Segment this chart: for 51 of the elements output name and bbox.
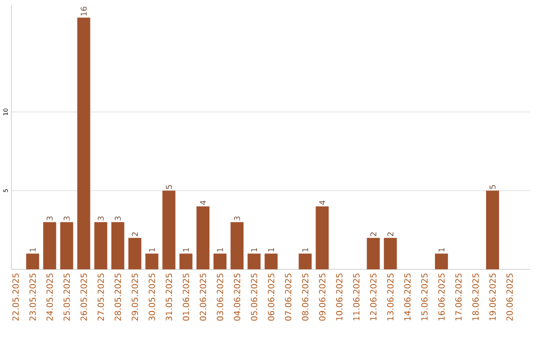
x-tick-label: 24.05.2025 <box>46 274 53 321</box>
bar <box>162 190 176 270</box>
x-tick-label: 07.06.2025 <box>284 274 292 321</box>
x-tick-label: 02.06.2025 <box>200 274 206 321</box>
bar <box>366 238 380 270</box>
bar <box>111 222 124 270</box>
x-tick-label: 18.06.2025 <box>472 274 479 320</box>
x-tick-label: 15.06.2025 <box>421 274 428 320</box>
x-tick-label: 25.05.2025 <box>64 274 70 321</box>
bar <box>264 254 278 270</box>
x-tick-label: 22.05.2025 <box>12 274 19 321</box>
bar <box>230 222 244 270</box>
bar <box>434 254 448 270</box>
x-tick-label: 05.06.2025 <box>250 274 258 321</box>
bar <box>26 254 40 270</box>
bar <box>384 238 397 270</box>
x-tick-label: 03.06.2025 <box>216 274 224 321</box>
bar <box>60 222 74 270</box>
bar <box>179 254 192 270</box>
bar <box>196 206 210 270</box>
bar <box>43 222 56 270</box>
x-tick-label: 13.06.2025 <box>387 274 394 320</box>
bar <box>298 254 312 270</box>
x-tick-label: 29.05.2025 <box>132 274 138 321</box>
bar <box>486 190 500 270</box>
x-tick-label: 31.05.2025 <box>166 274 172 320</box>
x-tick-label: 01.06.2025 <box>182 274 190 321</box>
x-tick-label: 28.05.2025 <box>114 274 121 321</box>
bar <box>94 222 108 270</box>
bar <box>77 18 90 270</box>
x-tick-label: 27.05.2025 <box>98 274 104 321</box>
x-tick-label: 30.05.2025 <box>148 274 156 320</box>
x-tick-label: 17.06.2025 <box>455 274 462 320</box>
bar <box>145 254 158 270</box>
x-tick-label: 08.06.2025 <box>302 274 308 321</box>
x-tick-label: 19.06.2025 <box>489 274 496 320</box>
x-tick-label: 04.06.2025 <box>234 274 240 321</box>
bar <box>248 254 261 270</box>
x-tick-label: 11.06.2025 <box>353 274 360 320</box>
x-tick-label: 09.06.2025 <box>319 274 326 321</box>
x-tick-label: 16.06.2025 <box>438 274 445 320</box>
x-tick-label: 10.06.2025 <box>336 274 342 320</box>
bar <box>128 238 142 270</box>
bar <box>316 206 329 270</box>
x-tick-label: 12.06.2025 <box>370 274 377 320</box>
x-tick-label: 14.06.2025 <box>404 274 411 320</box>
x-tick-label: 23.05.2025 <box>29 274 36 321</box>
x-tick-label: 20.06.2025 <box>506 274 513 321</box>
x-tick-label: 26.05.2025 <box>80 274 87 321</box>
x-tick-label: 06.06.2025 <box>268 274 274 321</box>
bar <box>214 254 226 270</box>
